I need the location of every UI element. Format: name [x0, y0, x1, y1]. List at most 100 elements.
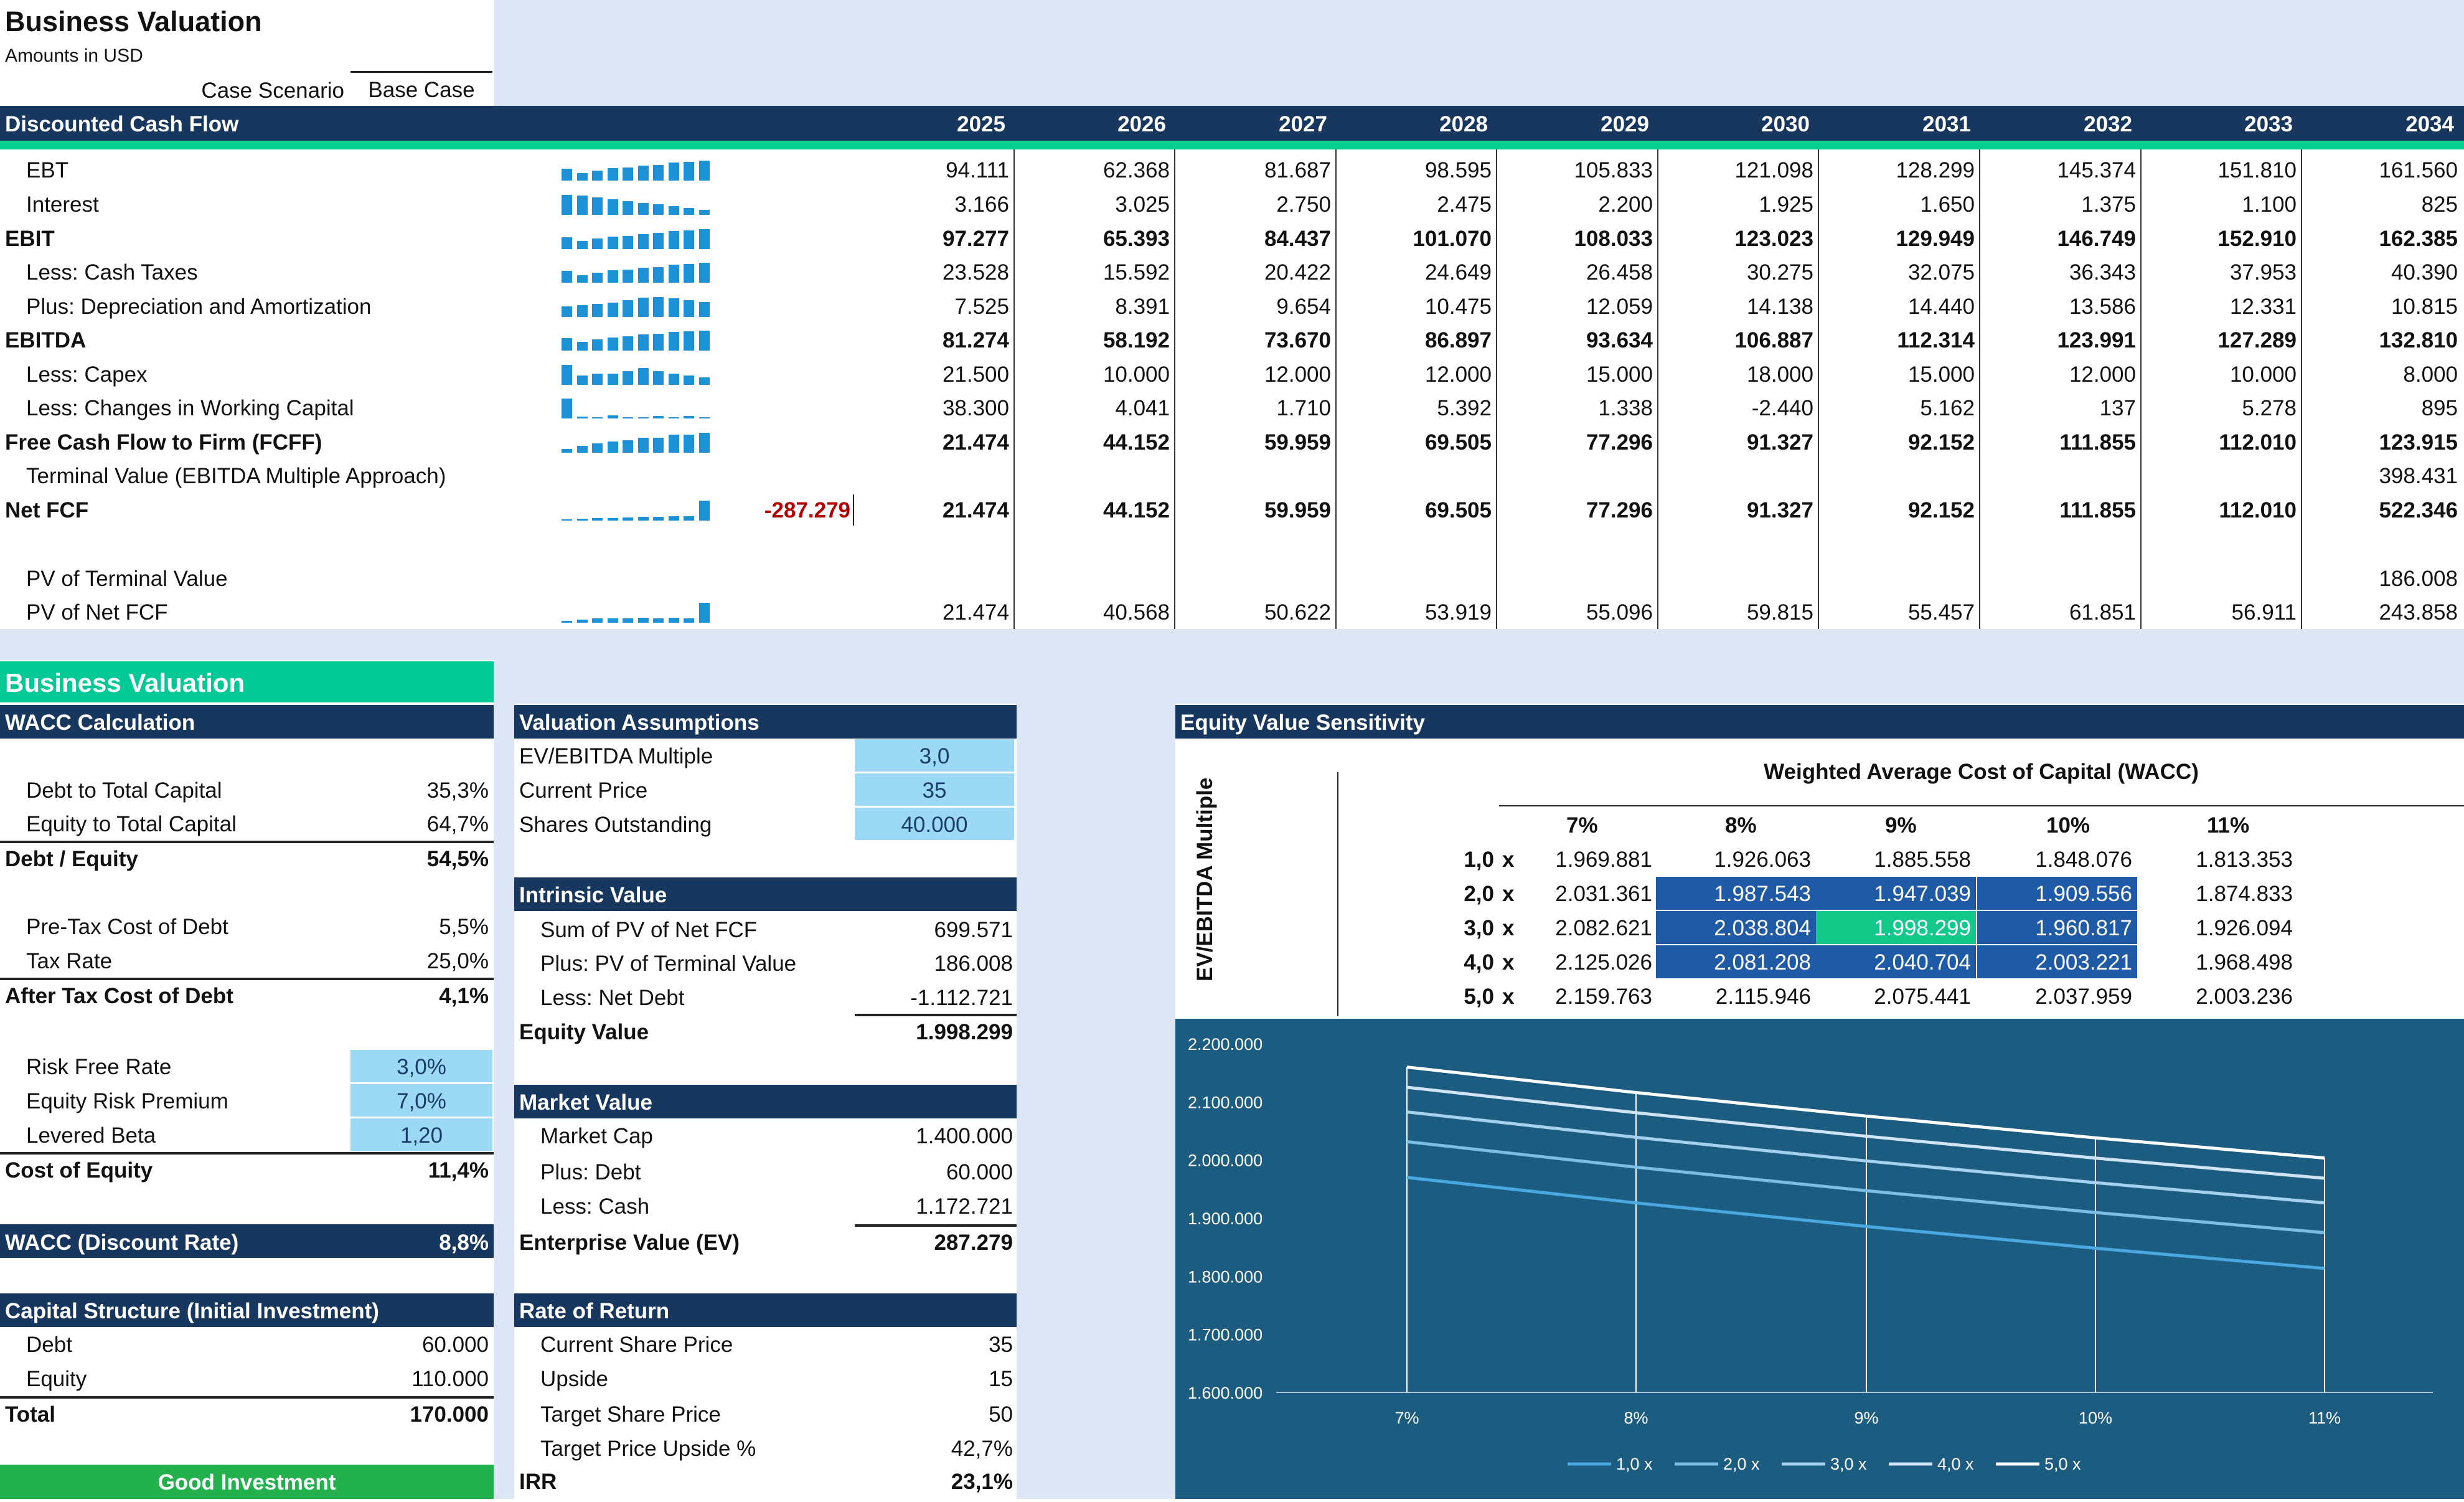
dcf-cell[interactable]: 59.815: [1746, 600, 1813, 625]
dcf-cell[interactable]: 127.289: [2217, 328, 2297, 352]
dcf-cell[interactable]: 123.991: [2057, 328, 2136, 352]
dcf-cell[interactable]: 8.000: [2403, 362, 2458, 387]
dcf-cell[interactable]: 44.152: [1103, 430, 1170, 455]
case-scenario-select[interactable]: Base Case: [350, 71, 492, 105]
dcf-cell[interactable]: 3.025: [1115, 192, 1170, 217]
ev-ebitda-multiple-input[interactable]: [855, 739, 1014, 772]
sensitivity-cell[interactable]: 2.038.804: [1714, 916, 1811, 940]
sensitivity-cell[interactable]: 2.037.959: [2035, 985, 2132, 1009]
dcf-cell[interactable]: 162.385: [2379, 227, 2458, 251]
dcf-cell[interactable]: 84.437: [1264, 227, 1331, 251]
dcf-cell[interactable]: 26.458: [1586, 260, 1653, 285]
sensitivity-cell[interactable]: 1.926.094: [2196, 916, 2293, 940]
dcf-cell[interactable]: 9.654: [1276, 295, 1331, 319]
sensitivity-cell[interactable]: 2.159.763: [1555, 985, 1652, 1009]
dcf-cell[interactable]: 15.592: [1103, 260, 1170, 285]
shares-outstanding-input[interactable]: [855, 808, 1014, 840]
dcf-cell[interactable]: 24.649: [1424, 260, 1492, 285]
dcf-cell[interactable]: 94.111: [946, 158, 1009, 182]
sensitivity-cell[interactable]: 2.075.441: [1874, 985, 1971, 1009]
dcf-cell[interactable]: 12.000: [1424, 362, 1492, 387]
dcf-cell[interactable]: 53.919: [1424, 600, 1492, 625]
dcf-cell[interactable]: 243.858: [2379, 600, 2458, 625]
sensitivity-cell[interactable]: 1.947.039: [1874, 882, 1971, 906]
dcf-cell[interactable]: 2.750: [1276, 192, 1331, 217]
dcf-cell[interactable]: 62.368: [1103, 158, 1170, 182]
dcf-cell[interactable]: 40.390: [2391, 260, 2458, 285]
sensitivity-cell[interactable]: 1.848.076: [2035, 848, 2132, 872]
dcf-cell[interactable]: 112.010: [2219, 430, 2297, 455]
dcf-cell[interactable]: 77.296: [1586, 430, 1653, 455]
dcf-cell[interactable]: 50.622: [1264, 600, 1331, 625]
dcf-cell[interactable]: 36.343: [2069, 260, 2136, 285]
dcf-cell[interactable]: 123.023: [1734, 227, 1813, 251]
dcf-cell[interactable]: -2.440: [1751, 396, 1813, 420]
dcf-cell[interactable]: 44.152: [1103, 498, 1170, 522]
dcf-cell[interactable]: 21.474: [942, 498, 1009, 522]
sensitivity-cell[interactable]: 2.003.236: [2196, 985, 2293, 1009]
dcf-cell[interactable]: 1.375: [2081, 192, 2136, 217]
dcf-cell[interactable]: 69.505: [1424, 430, 1492, 455]
dcf-cell[interactable]: 4.041: [1115, 396, 1170, 420]
dcf-cell[interactable]: 123.915: [2379, 430, 2458, 455]
dcf-cell[interactable]: 18.000: [1746, 362, 1813, 387]
dcf-cell[interactable]: 5.278: [2242, 396, 2297, 420]
dcf-cell[interactable]: 132.810: [2379, 328, 2458, 352]
dcf-cell[interactable]: 112.010: [2219, 498, 2297, 522]
dcf-cell[interactable]: 81.687: [1264, 158, 1331, 182]
dcf-cell[interactable]: 81.274: [942, 328, 1009, 352]
sensitivity-cell[interactable]: 2.082.621: [1555, 916, 1652, 940]
dcf-cell[interactable]: 21.474: [942, 600, 1009, 625]
dcf-cell[interactable]: 1.338: [1598, 396, 1653, 420]
dcf-cell[interactable]: 91.327: [1746, 430, 1813, 455]
dcf-cell[interactable]: 12.059: [1586, 295, 1653, 319]
sensitivity-cell[interactable]: 2.081.208: [1714, 950, 1811, 975]
dcf-cell[interactable]: 10.000: [1103, 362, 1170, 387]
dcf-cell[interactable]: 12.000: [2069, 362, 2136, 387]
dcf-cell[interactable]: 20.422: [1264, 260, 1331, 285]
sensitivity-cell[interactable]: 1.968.498: [2196, 950, 2293, 975]
dcf-cell[interactable]: 5.392: [1437, 396, 1492, 420]
dcf-cell[interactable]: 93.634: [1586, 328, 1653, 352]
dcf-cell[interactable]: 69.505: [1424, 498, 1492, 522]
dcf-cell[interactable]: 32.075: [1907, 260, 1975, 285]
dcf-cell[interactable]: 86.897: [1424, 328, 1492, 352]
sensitivity-cell[interactable]: 1.885.558: [1874, 848, 1971, 872]
dcf-cell[interactable]: 97.277: [942, 227, 1009, 251]
sensitivity-cell[interactable]: 2.125.026: [1555, 950, 1652, 975]
dcf-cell[interactable]: 825: [2421, 192, 2458, 217]
dcf-cell[interactable]: 10.815: [2391, 295, 2458, 319]
dcf-cell[interactable]: 2.200: [1598, 192, 1653, 217]
sensitivity-cell[interactable]: 1.813.353: [2196, 848, 2293, 872]
dcf-cell[interactable]: 111.855: [2059, 498, 2136, 522]
dcf-cell[interactable]: 151.810: [2217, 158, 2297, 182]
dcf-cell[interactable]: 77.296: [1586, 498, 1653, 522]
dcf-cell[interactable]: 895: [2421, 396, 2458, 420]
sensitivity-cell[interactable]: 2.003.221: [2035, 950, 2132, 975]
dcf-cell[interactable]: 38.300: [942, 396, 1009, 420]
sensitivity-cell[interactable]: 2.031.361: [1555, 882, 1652, 906]
dcf-cell[interactable]: 65.393: [1103, 227, 1170, 251]
dcf-cell[interactable]: 146.749: [2057, 227, 2136, 251]
dcf-cell[interactable]: 145.374: [2057, 158, 2136, 182]
dcf-cell[interactable]: 15.000: [1907, 362, 1975, 387]
sensitivity-cell[interactable]: 2.040.704: [1874, 950, 1971, 975]
dcf-cell[interactable]: 14.138: [1746, 295, 1813, 319]
sensitivity-cell[interactable]: 1.998.299: [1874, 916, 1971, 940]
dcf-cell[interactable]: 73.670: [1264, 328, 1331, 352]
dcf-cell[interactable]: 1.710: [1276, 396, 1331, 420]
dcf-cell[interactable]: 1.650: [1920, 192, 1975, 217]
sensitivity-cell[interactable]: 1.926.063: [1714, 848, 1811, 872]
dcf-cell[interactable]: 2.475: [1437, 192, 1492, 217]
equity-risk-premium-input[interactable]: [350, 1084, 492, 1117]
dcf-cell[interactable]: 105.833: [1574, 158, 1653, 182]
dcf-cell[interactable]: 15.000: [1586, 362, 1653, 387]
dcf-cell[interactable]: 55.457: [1907, 600, 1975, 625]
sensitivity-cell[interactable]: 2.115.946: [1715, 985, 1811, 1009]
sensitivity-cell[interactable]: 1.909.556: [2035, 882, 2132, 906]
dcf-cell[interactable]: 98.595: [1424, 158, 1492, 182]
dcf-cell[interactable]: 59.959: [1264, 430, 1331, 455]
dcf-cell[interactable]: 92.152: [1907, 430, 1975, 455]
dcf-cell[interactable]: 7.525: [954, 295, 1009, 319]
dcf-cell[interactable]: 92.152: [1907, 498, 1975, 522]
